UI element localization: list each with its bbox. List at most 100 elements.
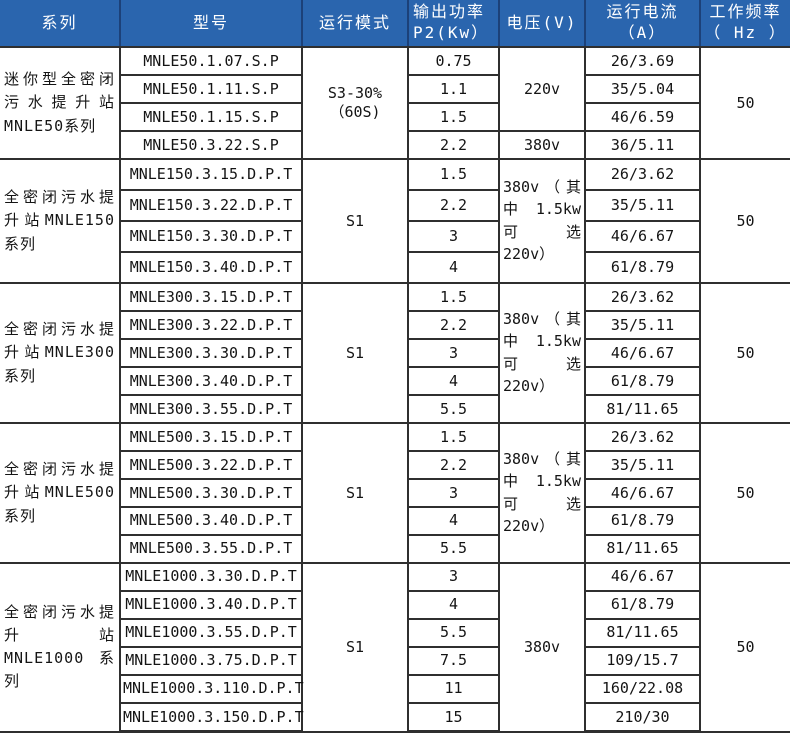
output-power-cell: 3	[407, 337, 500, 368]
table-row: MNLE1000.3.55.D.P.T 5.5 81/11.65	[0, 617, 790, 648]
output-power-cell: 4	[407, 365, 500, 396]
output-power-cell: 4	[407, 250, 500, 285]
voltage-cell: 380v（其中 1.5kw 可选 220v）	[498, 421, 586, 564]
table-row: MNLE500.3.40.D.P.T 4 61/8.79	[0, 505, 790, 536]
output-power-cell: 11	[407, 673, 500, 704]
model-cell: MNLE50.1.15.S.P	[120, 101, 303, 132]
table-row: MNLE1000.3.150.D.P.T 15 210/30	[0, 701, 790, 733]
table-row: 全密闭污水提升站MNLE1000系列 MNLE1000.3.30.D.P.T S1 3…	[0, 561, 790, 733]
model-cell: MNLE500.3.55.D.P.T	[120, 533, 303, 564]
model-cell: MNLE150.3.22.D.P.T	[120, 188, 303, 222]
output-power-cell: 1.5	[407, 157, 500, 191]
operation-mode-cell: S1	[301, 421, 409, 564]
table-row: MNLE1000.3.110.D.P.T 11 160/22.08	[0, 673, 790, 704]
series-cell: 全密闭污水提升站MNLE1000系列	[0, 561, 121, 733]
model-cell: MNLE50.1.07.S.P	[119, 46, 303, 76]
output-power-cell: 2.2	[407, 188, 500, 222]
table-body: 迷你型全密闭污水提升站MNLE50系列 MNLE50.1.07.S.P S3-30%…	[0, 46, 790, 733]
table-row: 迷你型全密闭污水提升站MNLE50系列 MNLE50.1.07.S.P S3-30%…	[0, 46, 790, 160]
frequency-cell: 50	[699, 561, 790, 733]
column-header-3: 运行模式	[301, 0, 409, 48]
operating-current-cell: 46/6.67	[584, 337, 700, 368]
output-power-cell: 3	[407, 219, 500, 253]
operating-current-cell: 35/5.11	[584, 309, 700, 340]
operating-current-cell: 61/8.79	[584, 250, 700, 285]
output-power-cell: 1.1	[407, 73, 500, 104]
operating-current-cell: 35/5.11	[584, 188, 700, 222]
model-cell: MNLE500.3.22.D.P.T	[120, 449, 303, 480]
output-power-cell: 0.75	[407, 46, 500, 76]
frequency-cell: 50	[699, 46, 790, 160]
table-row: 全密闭污水提升站MNLE150系列 MNLE150.3.15.D.P.T S1 1.5…	[0, 157, 790, 285]
column-header-7: 工作频率 （ Hz ）	[699, 0, 790, 48]
operating-current-cell: 81/11.65	[584, 533, 700, 564]
table-row: MNLE150.3.40.D.P.T 4 61/8.79	[0, 250, 790, 285]
table-row: MNLE300.3.30.D.P.T 3 46/6.67	[0, 337, 790, 368]
series-cell: 全密闭污水提升站MNLE300系列	[0, 282, 121, 424]
frequency-cell: 50	[699, 421, 790, 564]
table-row: MNLE300.3.22.D.P.T 2.2 35/5.11	[0, 309, 790, 340]
model-cell: MNLE500.3.15.D.P.T	[119, 421, 303, 452]
table-row: MNLE50.3.22.S.P 2.2 380v 36/5.11	[0, 129, 790, 160]
model-cell: MNLE1000.3.75.D.P.T	[120, 645, 303, 676]
operation-mode-cell: S3-30% （60S)	[301, 46, 409, 160]
operation-mode-cell: S1	[301, 561, 409, 733]
frequency-cell: 50	[699, 282, 790, 424]
operation-mode-cell: S1	[301, 157, 409, 285]
model-cell: MNLE300.3.40.D.P.T	[120, 365, 303, 396]
table-row: MNLE150.3.30.D.P.T 3 46/6.67	[0, 219, 790, 253]
output-power-cell: 5.5	[407, 393, 500, 424]
model-cell: MNLE1000.3.110.D.P.T	[120, 673, 304, 704]
operating-current-cell: 26/3.62	[584, 157, 701, 191]
output-power-cell: 1.5	[407, 282, 500, 312]
voltage-cell: 380v（其中 1.5kw 可选 220v）	[498, 157, 586, 285]
series-cell: 全密闭污水提升站MNLE500系列	[0, 421, 121, 564]
column-header-1: 系列	[0, 0, 121, 48]
table-row: MNLE150.3.22.D.P.T 2.2 35/5.11	[0, 188, 790, 222]
table-row: MNLE500.3.55.D.P.T 5.5 81/11.65	[0, 533, 790, 564]
output-power-cell: 5.5	[407, 533, 500, 564]
column-header-2: 型号	[119, 0, 303, 48]
model-cell: MNLE1000.3.30.D.P.T	[119, 561, 303, 592]
table-row: MNLE50.1.15.S.P 1.5 46/6.59	[0, 101, 790, 132]
table-header: 系列 型号 运行模式 输出功率 P2(Kw） 电压(V) 运行电流（A） 工作频率 （ Hz…	[0, 0, 790, 48]
operating-current-cell: 26/3.62	[584, 421, 701, 452]
series-cell: 全密闭污水提升站MNLE150系列	[0, 157, 121, 285]
table-row: MNLE500.3.22.D.P.T 2.2 35/5.11	[0, 449, 790, 480]
voltage-cell: 380v	[498, 129, 586, 160]
operating-current-cell: 46/6.67	[584, 219, 700, 253]
operating-current-cell: 81/11.65	[584, 617, 700, 648]
output-power-cell: 2.2	[407, 129, 500, 160]
model-cell: MNLE150.3.15.D.P.T	[119, 157, 303, 191]
output-power-cell: 15	[407, 701, 500, 733]
operation-mode-cell: S1	[301, 282, 409, 424]
table-row: 全密闭污水提升站MNLE300系列 MNLE300.3.15.D.P.T S1 1.5…	[0, 282, 790, 424]
voltage-cell: 220v	[498, 46, 586, 132]
model-cell: MNLE300.3.30.D.P.T	[120, 337, 303, 368]
table-row: MNLE50.1.11.S.P 1.1 35/5.04	[0, 73, 790, 104]
operating-current-cell: 109/15.7	[584, 645, 700, 676]
table-row: MNLE300.3.40.D.P.T 4 61/8.79	[0, 365, 790, 396]
model-cell: MNLE300.3.15.D.P.T	[119, 282, 303, 312]
output-power-cell: 4	[407, 505, 500, 536]
output-power-cell: 1.5	[407, 421, 500, 452]
model-cell: MNLE150.3.40.D.P.T	[120, 250, 303, 285]
series-cell: 迷你型全密闭污水提升站MNLE50系列	[0, 46, 121, 160]
model-cell: MNLE500.3.30.D.P.T	[120, 477, 303, 508]
operating-current-cell: 36/5.11	[584, 129, 700, 160]
output-power-cell: 2.2	[407, 449, 500, 480]
output-power-cell: 3	[407, 477, 500, 508]
operating-current-cell: 46/6.67	[584, 477, 700, 508]
voltage-cell: 380v	[498, 561, 586, 733]
operating-current-cell: 46/6.59	[584, 101, 700, 132]
frequency-cell: 50	[699, 157, 790, 285]
model-cell: MNLE50.1.11.S.P	[120, 73, 303, 104]
column-header-6: 运行电流（A）	[584, 0, 701, 48]
operating-current-cell: 61/8.79	[584, 589, 700, 620]
model-cell: MNLE1000.3.150.D.P.T	[120, 701, 304, 733]
table-row: MNLE1000.3.40.D.P.T 4 61/8.79	[0, 589, 790, 620]
operating-current-cell: 26/3.69	[584, 46, 701, 76]
output-power-cell: 2.2	[407, 309, 500, 340]
